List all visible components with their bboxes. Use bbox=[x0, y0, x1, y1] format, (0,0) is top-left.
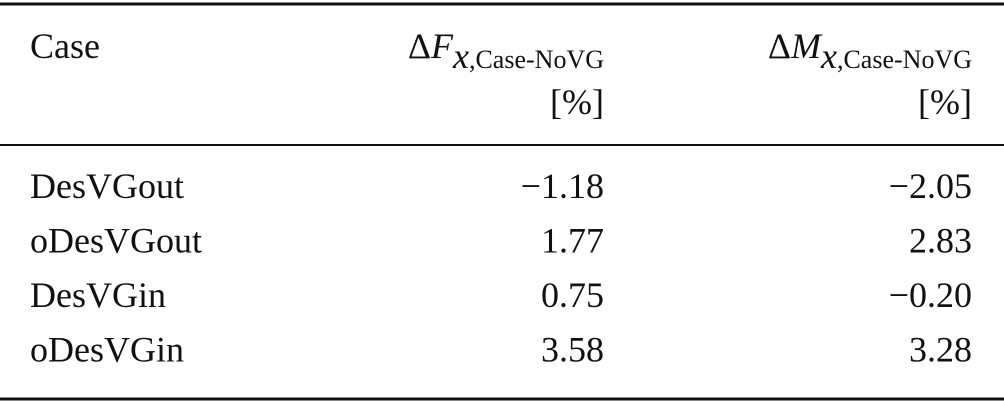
row-label: oDesVGout bbox=[30, 221, 202, 261]
cell-value: −2.05 bbox=[889, 166, 972, 206]
header-sub-var: x bbox=[452, 36, 469, 76]
row-label: oDesVGin bbox=[30, 330, 184, 370]
header-cell: Case bbox=[30, 26, 100, 66]
cell-value: −0.20 bbox=[889, 275, 972, 315]
cell-value: −1.18 bbox=[521, 166, 604, 206]
cell-value: 2.83 bbox=[909, 221, 972, 261]
cell-value: 3.28 bbox=[909, 330, 972, 370]
header-var: M bbox=[790, 26, 823, 66]
header-var: F bbox=[430, 26, 454, 66]
cell-value: 1.77 bbox=[541, 221, 604, 261]
header-cell: ΔMx,Case-NoVG bbox=[768, 26, 972, 76]
header-sub-text: ,Case-NoVG bbox=[837, 45, 972, 74]
header-unit: [%] bbox=[918, 82, 972, 122]
row-label: DesVGout bbox=[30, 166, 184, 206]
cell-value: 0.75 bbox=[541, 275, 604, 315]
table-body: DesVGout −1.18 −2.05 oDesVGout 1.77 2.83 DesVG… bbox=[30, 166, 972, 370]
header-cell: ΔFx,Case-NoVG bbox=[408, 26, 604, 76]
header-delta: Δ bbox=[408, 26, 431, 66]
header-sub-text: ,Case-NoVG bbox=[469, 45, 604, 74]
header-unit: [%] bbox=[550, 82, 604, 122]
cell-value: 3.58 bbox=[541, 330, 604, 370]
row-label: DesVGin bbox=[30, 275, 166, 315]
header-sub-var: x bbox=[820, 36, 837, 76]
header-delta: Δ bbox=[768, 26, 791, 66]
